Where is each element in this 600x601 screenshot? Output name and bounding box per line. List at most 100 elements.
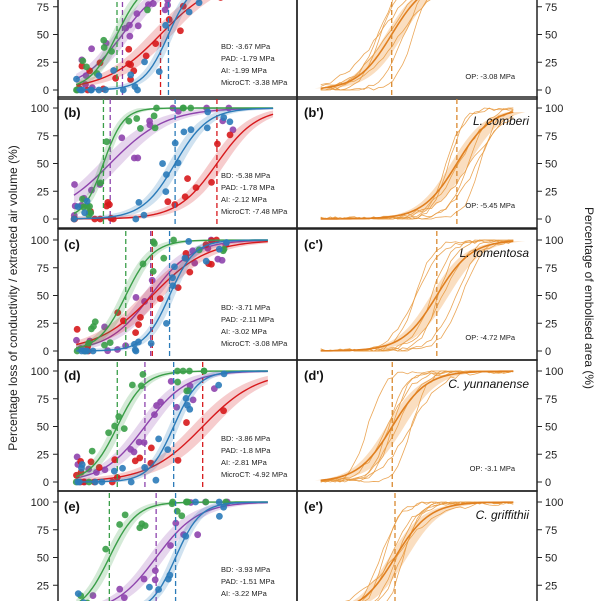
data-point-pad (125, 117, 133, 125)
data-point-pad (100, 44, 108, 51)
data-point-ai (173, 403, 181, 411)
data-point-pad (128, 381, 136, 389)
data-point-bd (181, 254, 189, 262)
p50-annotation: BD: -3.71 MPa (221, 303, 271, 312)
confidence-band-bd (73, 108, 274, 219)
y-tick-label: 50 (545, 422, 557, 434)
data-point-microct (132, 329, 140, 337)
data-point-bd (78, 464, 85, 472)
data-point-microct (183, 419, 190, 426)
data-point-ai (164, 1, 172, 9)
right-panel-frame (296, 0, 538, 100)
y-tick-label: 75 (37, 525, 49, 537)
op-individual-curve (320, 0, 397, 91)
data-point-microct (164, 198, 172, 206)
data-point-microct (174, 284, 182, 292)
y-tick-label: 0 (545, 346, 551, 358)
species-name: C. yunnanense (448, 377, 529, 391)
data-point-ai (151, 576, 159, 584)
data-point-pad (116, 521, 124, 528)
op-confidence-band (314, 241, 526, 351)
data-point-bd (185, 8, 193, 16)
y-tick-label: 50 (37, 291, 49, 303)
fit-curve-pad (73, 107, 274, 215)
data-point-bd (192, 498, 199, 506)
data-point-bd (202, 257, 210, 265)
data-point-pad (88, 447, 96, 455)
p50-annotation: AI: -2.81 MPa (221, 458, 268, 467)
y-tick-label: 50 (545, 553, 557, 565)
fit-curve-ai (76, 370, 268, 479)
data-point-microct (119, 317, 127, 325)
data-point-ai (89, 592, 97, 599)
data-point-microct (111, 456, 119, 464)
data-point-microct (125, 45, 133, 53)
y-tick-label: 0 (545, 214, 551, 226)
op-individual-curve (320, 0, 420, 91)
fit-curve-ai (110, 501, 268, 601)
confidence-band-ai (76, 371, 268, 481)
p50-annotation: MicroCT: -4.92 MPa (221, 470, 288, 479)
data-point-ai (172, 519, 180, 527)
y-tick-label: 50 (37, 159, 49, 171)
data-point-bd (187, 126, 195, 134)
confidence-band-microct (76, 375, 268, 482)
data-point-microct (208, 178, 215, 186)
y-tick-label: 75 (545, 263, 557, 275)
y-tick-label: 75 (545, 394, 557, 406)
data-point-ai (120, 594, 128, 601)
data-point-pad (133, 115, 141, 122)
data-point-bd (185, 238, 193, 245)
y-tick-label: 75 (37, 394, 49, 406)
op-individual-curve (320, 0, 407, 86)
panel-label: (e') (304, 499, 323, 514)
y-tick-label: 50 (545, 291, 557, 303)
panel-label: (d') (304, 368, 324, 383)
data-point-pad (170, 236, 177, 244)
panel-label: (e) (64, 499, 80, 514)
data-point-bd (132, 347, 140, 355)
data-point-bd (135, 198, 143, 206)
data-point-microct (186, 268, 194, 276)
p50-annotation: PAD: -2.11 MPa (221, 315, 275, 324)
data-point-bd (223, 239, 230, 246)
data-point-bd (119, 464, 126, 472)
data-point-pad (151, 124, 159, 132)
op-individual-curve (320, 0, 428, 91)
data-point-bd (204, 108, 212, 116)
data-point-pad (91, 318, 99, 326)
data-point-bd (152, 476, 160, 484)
y-tick-label: 100 (31, 366, 49, 378)
data-point-ai (73, 336, 80, 344)
data-point-bd (119, 86, 127, 94)
data-point-pad (121, 511, 129, 519)
panel-label: (b') (304, 105, 324, 120)
data-point-ai (167, 377, 175, 385)
y-tick-label: 50 (545, 159, 557, 171)
fit-curve-bd (73, 107, 274, 220)
data-point-microct (137, 313, 144, 321)
data-point-bd (127, 71, 135, 79)
data-point-bd (226, 118, 234, 126)
y-tick-label: 0 (545, 85, 551, 97)
data-point-bd (147, 339, 155, 347)
data-point-ai (134, 154, 142, 162)
species-name: L. tomentosa (460, 246, 530, 260)
op-annotation: OP: -4.72 MPa (465, 333, 515, 342)
data-point-ai (140, 439, 148, 446)
y-tick-label: 100 (545, 366, 563, 378)
data-point-bd (83, 197, 91, 205)
data-point-pad (79, 57, 87, 65)
data-point-bd (110, 67, 118, 74)
data-point-bd (215, 498, 223, 506)
data-point-bd (220, 114, 228, 121)
y-tick-label: 25 (37, 318, 49, 330)
data-point-pad (103, 138, 111, 146)
data-point-microct (112, 74, 120, 82)
y-tick-label: 0 (545, 477, 551, 489)
y-tick-label: 75 (545, 525, 557, 537)
data-point-bd (220, 503, 228, 511)
data-point-microct (135, 321, 142, 329)
data-point-bd (73, 75, 80, 83)
